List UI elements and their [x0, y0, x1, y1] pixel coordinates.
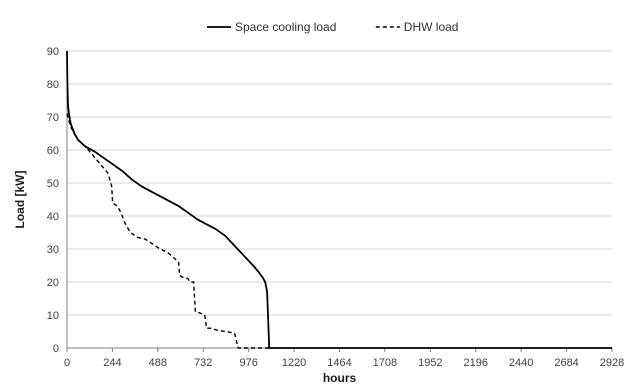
series-line-dhw-load: [66, 113, 272, 349]
y-axis-title: Load [kW]: [13, 171, 27, 229]
data-series: [66, 50, 612, 349]
y-tick-label: 20: [47, 277, 59, 289]
gridlines: [67, 50, 612, 316]
x-tick-label: 2196: [464, 357, 488, 369]
y-tick-label: 70: [47, 112, 59, 124]
x-tick-label: 2928: [600, 357, 624, 369]
y-tick-label: 40: [47, 211, 59, 223]
x-tick-label: 488: [149, 357, 167, 369]
x-tick-label: 1708: [373, 357, 397, 369]
legend: Space cooling load DHW load: [207, 20, 458, 34]
x-tick-label: 976: [239, 357, 257, 369]
y-tick-label: 30: [47, 244, 59, 256]
legend-label: Space cooling load: [235, 20, 336, 34]
y-tick-label: 0: [53, 343, 59, 355]
y-tick-label: 90: [47, 46, 59, 58]
y-tick-label: 60: [47, 145, 59, 157]
x-tick-label: 0: [64, 357, 70, 369]
y-tick-label: 50: [47, 178, 59, 190]
x-tick-label: 1220: [282, 357, 306, 369]
axes: 0 10 20 30 40 50 60 70 80 90 0 244 488 732 976 1220 1464…: [47, 46, 624, 369]
legend-label: DHW load: [404, 20, 459, 34]
x-axis-title: hours: [323, 371, 357, 385]
x-tick-label: 244: [103, 357, 121, 369]
x-tick-label: 2684: [554, 357, 578, 369]
x-tick-label: 1952: [418, 357, 442, 369]
x-tick-label: 2440: [509, 357, 533, 369]
x-tick-label: 732: [194, 357, 212, 369]
x-tick-label: 1464: [327, 357, 351, 369]
y-tick-label: 80: [47, 79, 59, 91]
series-line-space-cooling-load: [66, 50, 612, 349]
y-tick-label: 10: [47, 310, 59, 322]
